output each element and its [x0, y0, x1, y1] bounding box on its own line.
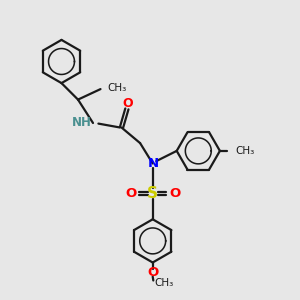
Text: CH₃: CH₃ — [236, 146, 255, 156]
Text: O: O — [147, 266, 158, 279]
Text: S: S — [147, 186, 158, 201]
Text: O: O — [122, 97, 133, 110]
Text: CH₃: CH₃ — [107, 83, 126, 93]
Text: O: O — [169, 187, 181, 200]
Text: N: N — [148, 157, 159, 170]
Text: O: O — [125, 187, 136, 200]
Text: NH: NH — [72, 116, 92, 129]
Text: CH₃: CH₃ — [154, 278, 173, 289]
